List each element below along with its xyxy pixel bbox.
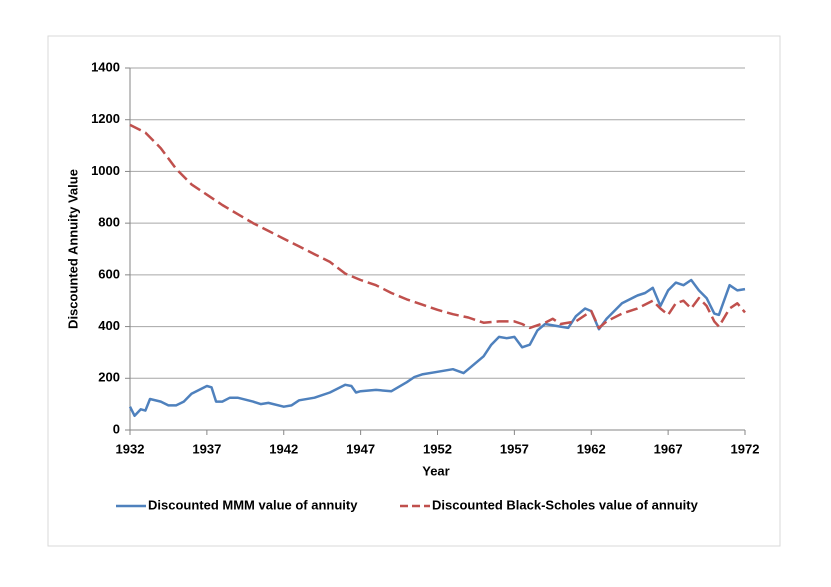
x-tick-label: 1962 <box>577 441 606 456</box>
y-tick-label: 1000 <box>91 163 120 178</box>
y-tick-label: 1200 <box>91 111 120 126</box>
y-tick-label: 1400 <box>91 59 120 74</box>
data-line <box>128 278 746 418</box>
x-tick-label: 1957 <box>500 441 529 456</box>
legend-label: Discounted MMM value of annuity <box>148 497 358 512</box>
y-tick-label: 600 <box>98 266 120 281</box>
y-tick-label: 200 <box>98 370 120 385</box>
chart-border <box>47 35 781 547</box>
legend-label: Discounted Black-Scholes value of annuit… <box>432 497 699 512</box>
x-tick-label: 1942 <box>269 441 298 456</box>
y-tick-label: 400 <box>98 318 120 333</box>
y-tick-label: 800 <box>98 215 120 230</box>
x-axis-label: Year <box>422 463 449 478</box>
y-axis-label: Discounted Annuity Value <box>65 169 80 329</box>
data-line <box>129 123 746 330</box>
x-tick-label: 1952 <box>423 441 452 456</box>
x-tick-label: 1972 <box>731 441 760 456</box>
x-tick-label: 1932 <box>116 441 145 456</box>
x-tick-label: 1947 <box>346 441 375 456</box>
x-tick-label: 1967 <box>654 441 683 456</box>
x-tick-label: 1937 <box>192 441 221 456</box>
y-tick-label: 0 <box>113 421 120 436</box>
